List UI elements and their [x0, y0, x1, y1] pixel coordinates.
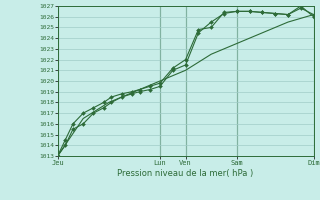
X-axis label: Pression niveau de la mer( hPa ): Pression niveau de la mer( hPa ) — [117, 169, 254, 178]
